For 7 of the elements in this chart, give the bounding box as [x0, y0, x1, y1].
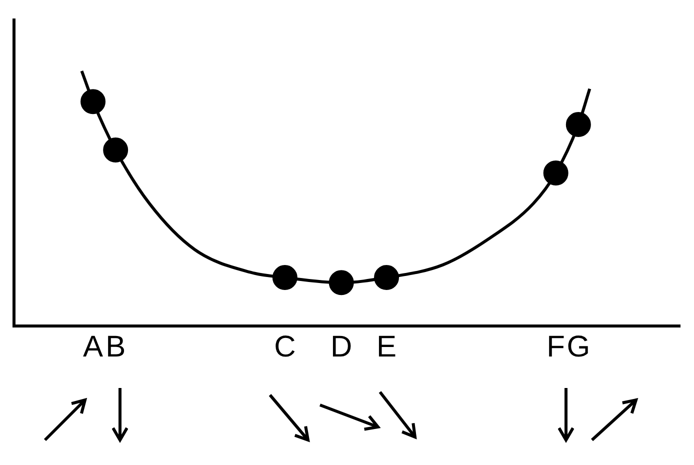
x-tick-label: C — [274, 330, 296, 364]
x-tick-label: E — [376, 330, 397, 364]
x-tick-label: B — [106, 330, 126, 364]
x-tick-label: G — [566, 330, 590, 364]
x-tick-label: F — [546, 330, 565, 364]
x-tick-label: D — [330, 330, 352, 364]
x-tick-label: A — [83, 330, 104, 364]
